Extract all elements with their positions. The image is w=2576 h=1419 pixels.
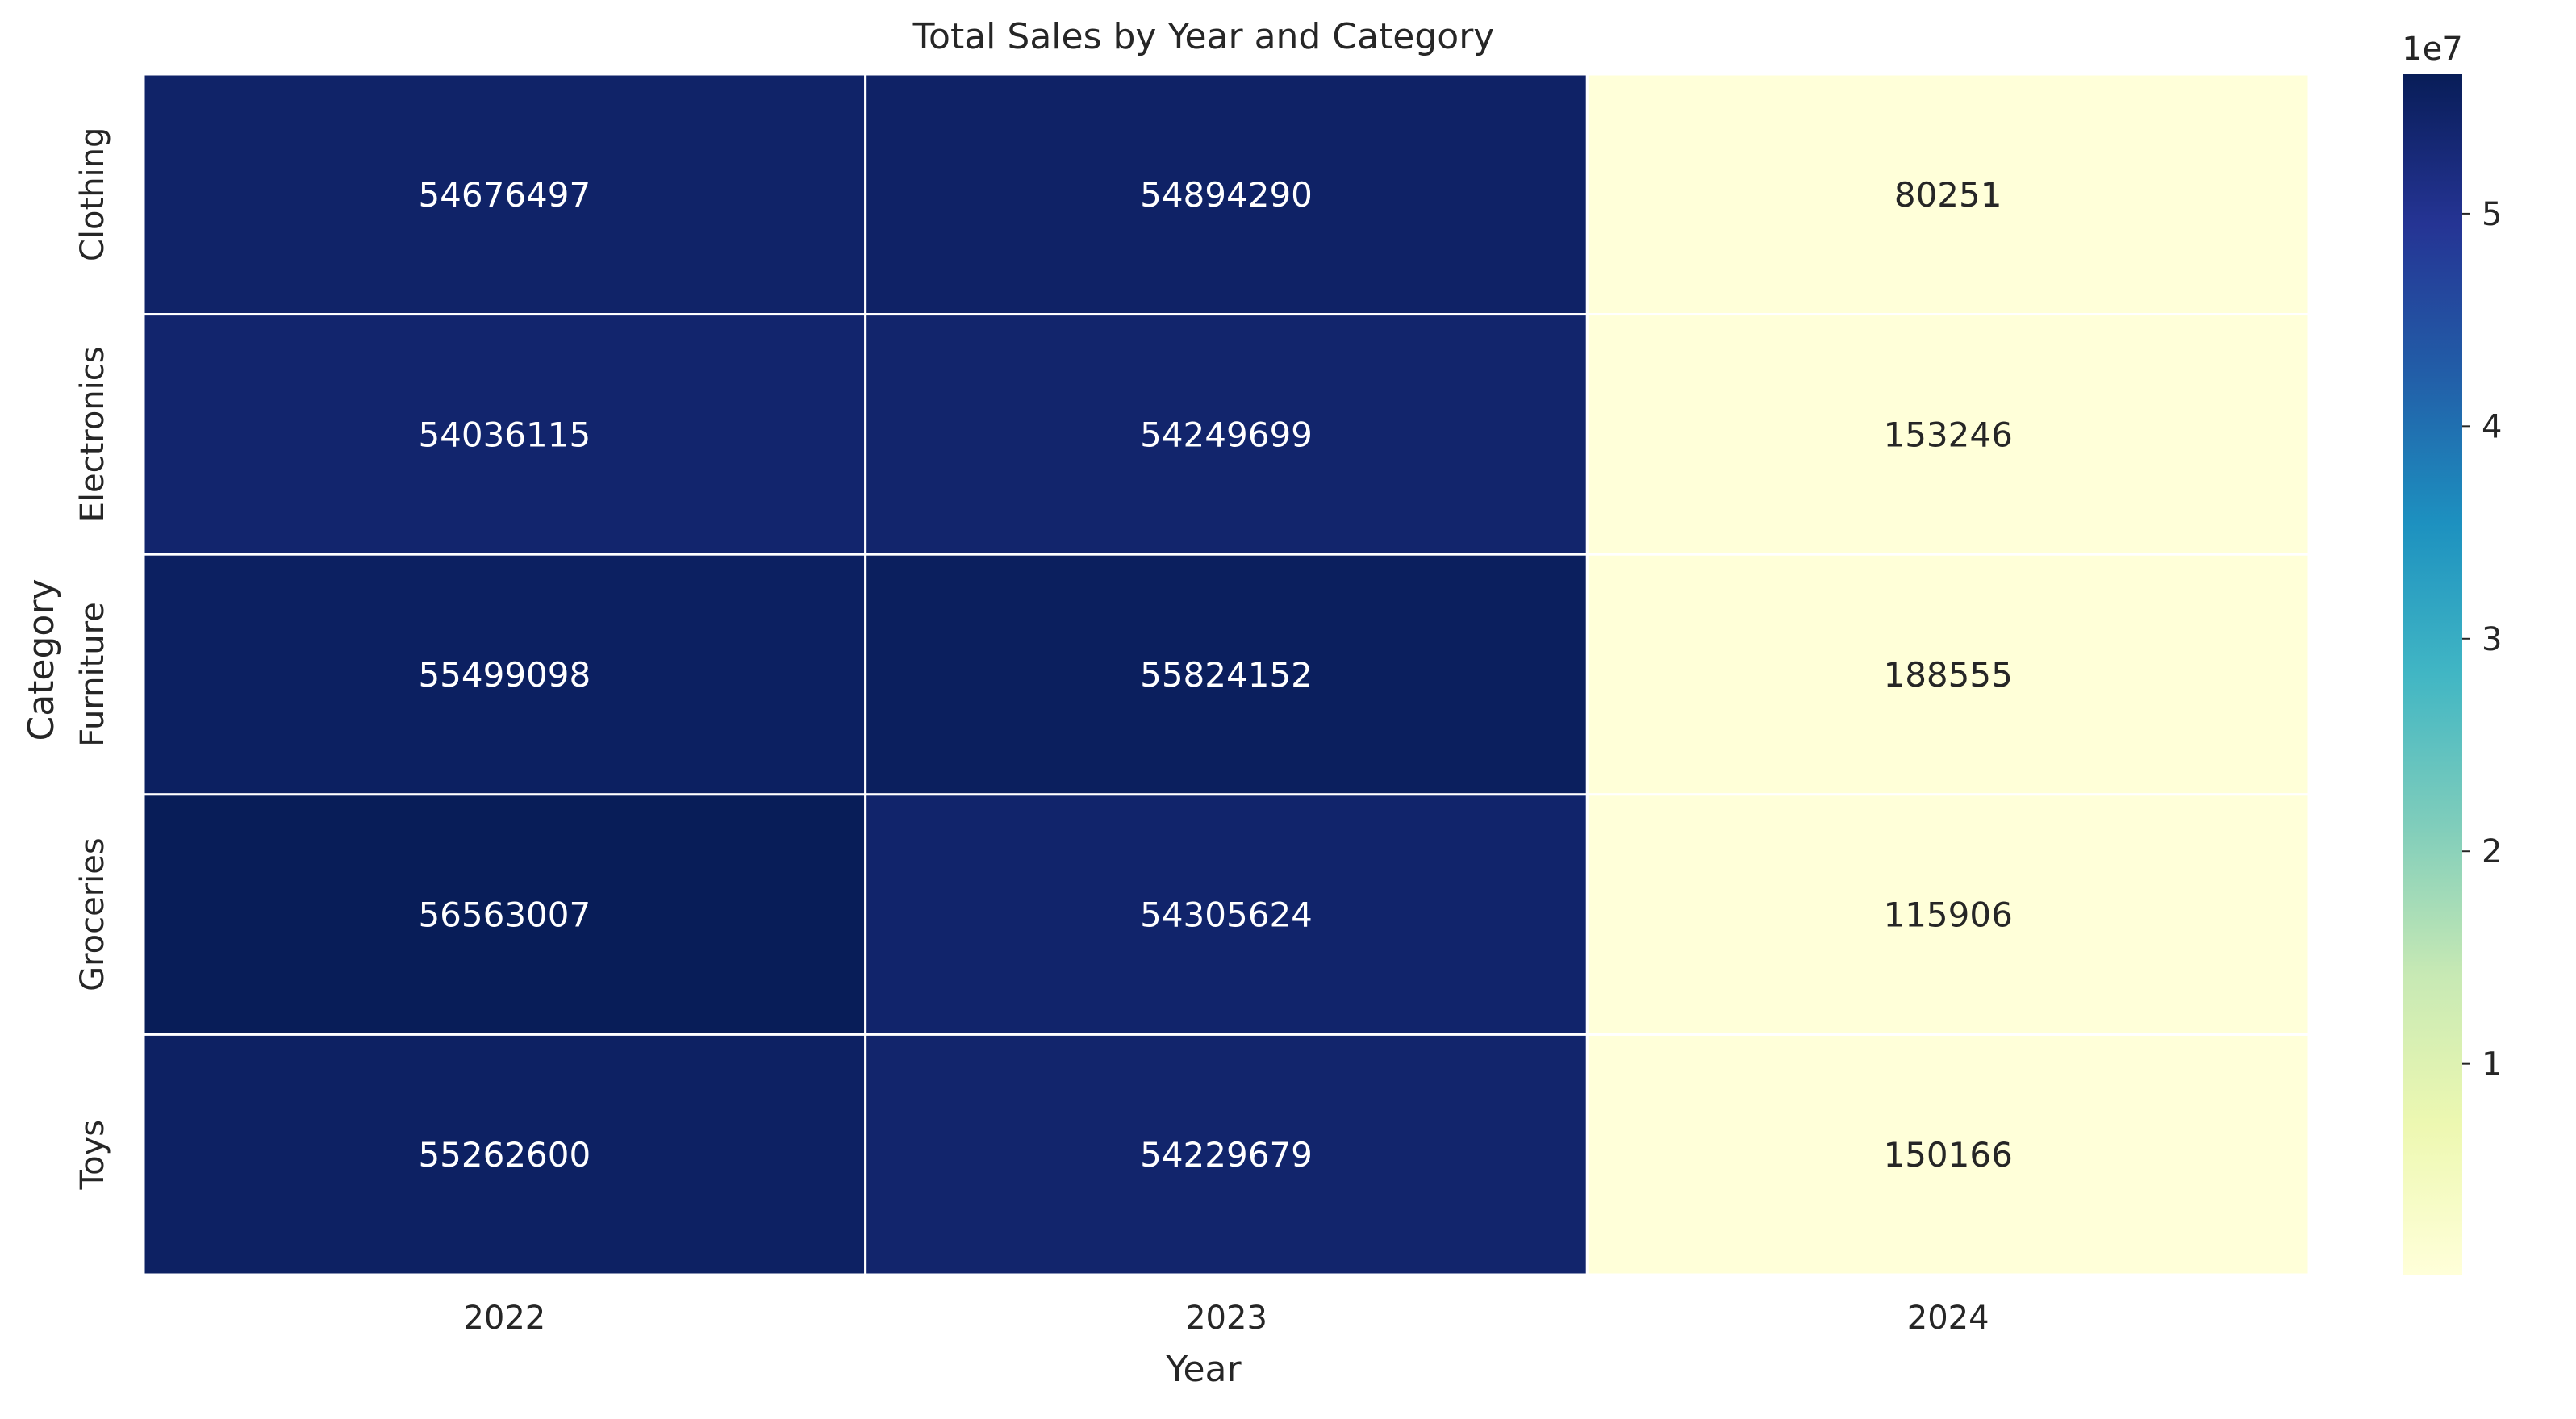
heatmap-cell <box>864 553 1589 796</box>
colorbar-tick-label: 5 <box>2482 196 2502 233</box>
y-axis-ticks: Clothing Electronics Furniture Groceries Toy… <box>74 127 111 1191</box>
chart-title: Total Sales by Year and Category <box>912 16 1495 57</box>
colorbar-ticks: 1 2 3 4 5 <box>2462 196 2502 1083</box>
heatmap-cell <box>864 313 1589 556</box>
x-axis-ticks: 2022 2023 2024 <box>463 1300 1989 1337</box>
cell-value-label: 54249699 <box>1140 415 1313 454</box>
cell-value-label: 54676497 <box>418 175 591 215</box>
cell-value-label: 55499098 <box>418 655 591 695</box>
colorbar-tick-label: 1 <box>2482 1046 2502 1083</box>
cell-value-label: 150166 <box>1883 1135 2012 1175</box>
heatmap-cell <box>142 313 867 556</box>
y-tick-label: Clothing <box>74 127 111 261</box>
heatmap-cell <box>864 1033 1589 1276</box>
y-axis-label: Category <box>21 579 62 741</box>
colorbar-tick-label: 2 <box>2482 833 2502 870</box>
heatmap-cells <box>142 73 2311 1276</box>
y-tick-label: Groceries <box>74 837 111 991</box>
cell-value-label: 153246 <box>1883 415 2012 454</box>
x-tick-label: 2024 <box>1907 1300 1989 1337</box>
heatmap-cell <box>142 1033 867 1276</box>
colorbar-multiplier: 1e7 <box>2402 31 2463 68</box>
y-tick-label: Toys <box>74 1120 111 1191</box>
colorbar <box>2403 74 2462 1275</box>
heatmap-cell <box>142 793 867 1036</box>
x-axis-label: Year <box>1165 1349 1242 1390</box>
y-tick-label: Furniture <box>74 602 111 747</box>
colorbar-tick-label: 3 <box>2482 621 2502 658</box>
heatmap-cell <box>1585 73 2311 316</box>
x-tick-label: 2023 <box>1185 1300 1267 1337</box>
colorbar-tick-label: 4 <box>2482 408 2502 445</box>
cell-value-label: 55262600 <box>418 1135 591 1175</box>
y-tick-label: Electronics <box>74 346 111 522</box>
cell-value-label: 54229679 <box>1140 1135 1313 1175</box>
heatmap-cell <box>864 73 1589 316</box>
cell-value-label: 54894290 <box>1140 175 1313 215</box>
heatmap-cell <box>142 553 867 796</box>
heatmap-cell <box>1585 1033 2311 1276</box>
heatmap-cell <box>1585 793 2311 1036</box>
cell-annotations: 54676497 54894290 80251 54036115 54249699 153… <box>418 175 2012 1175</box>
x-tick-label: 2022 <box>463 1300 545 1337</box>
cell-value-label: 54305624 <box>1140 895 1313 935</box>
heatmap-cell <box>142 73 867 316</box>
heatmap-cell <box>1585 313 2311 556</box>
cell-value-label: 56563007 <box>418 895 591 935</box>
cell-value-label: 80251 <box>1894 175 2002 215</box>
cell-value-label: 115906 <box>1883 895 2012 935</box>
cell-value-label: 188555 <box>1883 655 2012 695</box>
cell-value-label: 54036115 <box>418 415 591 454</box>
cell-value-label: 55824152 <box>1140 655 1313 695</box>
